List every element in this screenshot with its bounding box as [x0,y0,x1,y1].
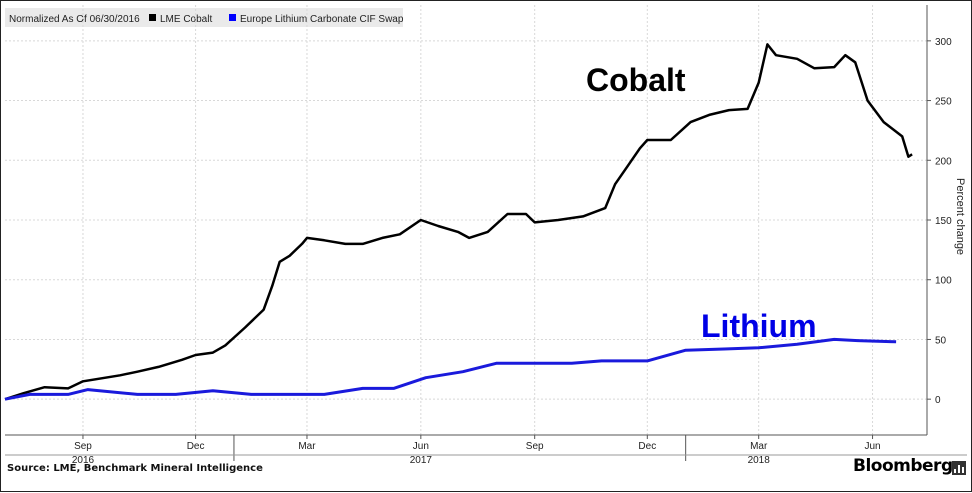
y-tick-label: 200 [935,156,952,167]
x-tick-label: Dec [638,441,656,452]
legend-label-lithium: Europe Lithium Carbonate CIF Swap [240,14,404,25]
x-tick-label: Dec [187,441,205,452]
x-tick-label: Jun [864,441,880,452]
series-line-cobalt [4,43,913,401]
axis-layer: 0 50 100 150 200 250 300 Sep Dec Mar Jun Sep Dec Mar J… [5,5,967,466]
source-text: Source: LME, Benchmark Mineral Intellige… [7,463,263,474]
series-line-lithium [4,337,897,401]
annotation-cobalt: Cobalt [586,62,686,98]
y-tick-label: 250 [935,97,952,108]
legend: Normalized As Of 06/30/2016 LME Cobalt E… [5,8,404,27]
bloomberg-logo-icon [952,461,966,475]
year-label: 2017 [410,455,433,466]
y-axis-label: Percent change [954,178,966,255]
legend-label-cobalt: LME Cobalt [160,14,212,25]
year-label: 2016 [72,455,95,466]
x-tick-label: Jun [413,441,429,452]
x-tick-label: Sep [526,441,544,452]
legend-normalized-label: Normalized As Of 06/30/2016 [9,14,140,25]
x-tick-label: Mar [750,441,768,452]
y-tick-label: 150 [935,216,952,227]
legend-swatch-cobalt [149,14,156,21]
x-tick-label: Mar [298,441,316,452]
y-tick-label: 100 [935,276,952,287]
legend-swatch-lithium [229,14,236,21]
y-tick-label: 50 [935,335,947,346]
y-tick-label: 0 [935,395,941,406]
x-tick-label: Sep [74,441,92,452]
bloomberg-brand: Bloomberg [853,456,953,476]
y-tick-label: 300 [935,37,952,48]
annotation-lithium: Lithium [701,308,817,344]
year-label: 2018 [748,455,771,466]
grid-layer [5,5,927,435]
legend-background [5,8,403,27]
series-layer [4,43,913,401]
